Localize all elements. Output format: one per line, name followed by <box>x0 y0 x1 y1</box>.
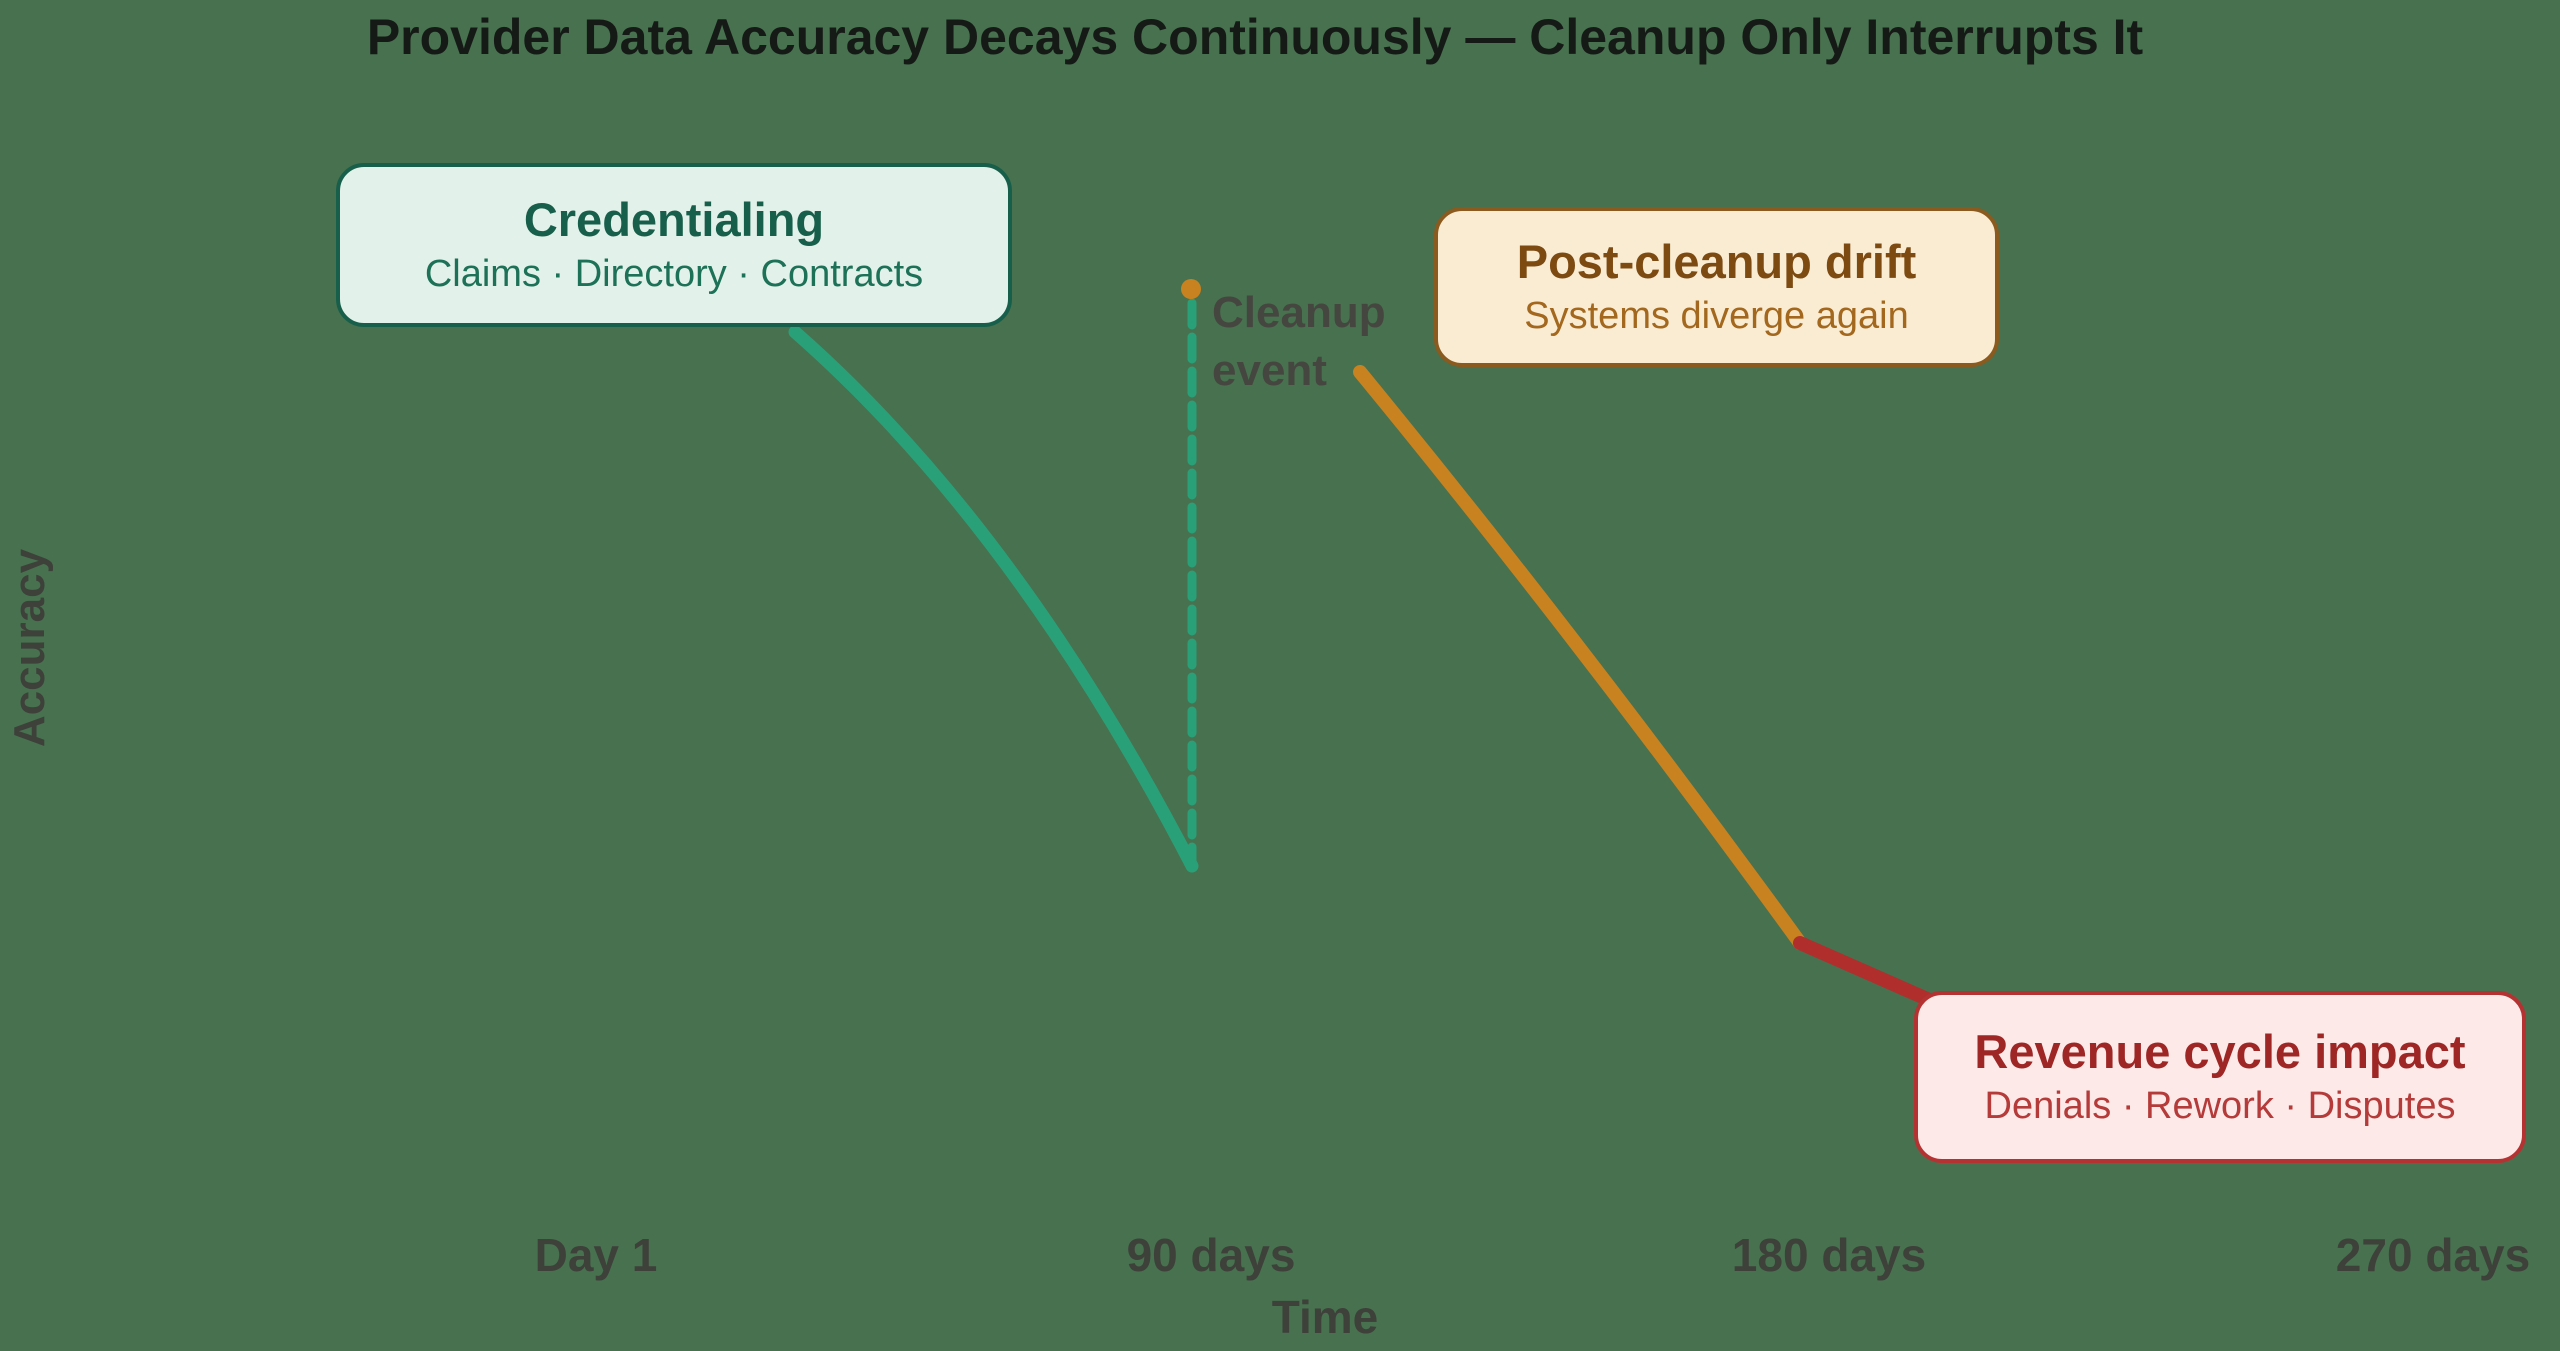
callout-revenue-cycle-impact: Revenue cycle impact Denials · Rework · … <box>1914 991 2526 1163</box>
post-cleanup-drift-curve <box>1353 365 1807 950</box>
x-axis-label: Time <box>1271 1291 1379 1343</box>
callout-revenue-cycle-impact-subtitle: Denials · Rework · Disputes <box>1984 1085 2456 1128</box>
x-tick-270-days: 270 days <box>2335 1229 2531 1281</box>
callout-post-cleanup-drift-subtitle: Systems diverge again <box>1524 295 1909 338</box>
callout-credentialing-title: Credentialing <box>523 192 825 246</box>
x-tick-180-days: 180 days <box>1731 1229 1927 1281</box>
cleanup-event-label-line2: event <box>1212 346 1327 396</box>
cleanup-event-label: Cleanup event <box>1212 284 1386 400</box>
restored-accuracy-point-icon <box>1181 279 1201 299</box>
revenue-impact-segment <box>1793 936 1941 1009</box>
x-tick-day-1: Day 1 <box>534 1229 658 1281</box>
callout-post-cleanup-drift: Post-cleanup drift Systems diverge again <box>1434 207 1999 367</box>
callout-revenue-cycle-impact-title: Revenue cycle impact <box>1974 1024 2466 1078</box>
chart-title: Provider Data Accuracy Decays Continuous… <box>366 9 2144 65</box>
x-tick-90-days: 90 days <box>1126 1229 1296 1281</box>
credentialing-decay-curve <box>788 325 1199 873</box>
callout-credentialing: Credentialing Claims · Directory · Contr… <box>336 163 1012 327</box>
cleanup-event-label-line1: Cleanup <box>1212 288 1386 337</box>
callout-credentialing-subtitle: Claims · Directory · Contracts <box>424 253 924 296</box>
callout-post-cleanup-drift-title: Post-cleanup drift <box>1516 234 1917 288</box>
